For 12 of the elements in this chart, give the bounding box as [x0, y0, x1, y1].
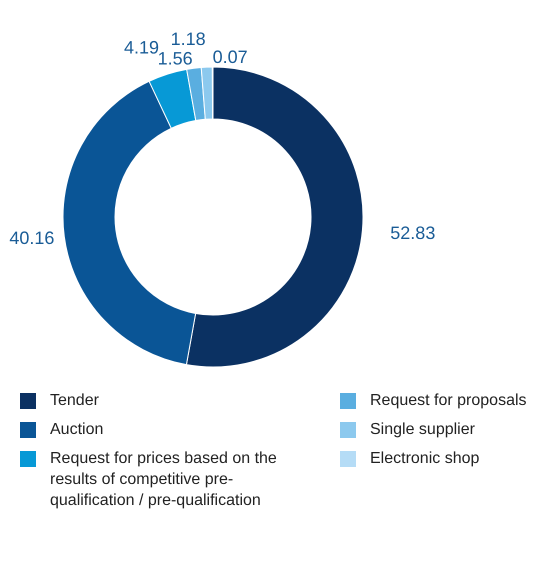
data-label: 52.83: [390, 222, 436, 243]
legend-label: Request for prices based on the results of competitive pre-qualification / pre-qualification: [50, 449, 278, 511]
data-label: 1.18: [170, 29, 206, 50]
legend-label: Single supplier: [370, 420, 475, 440]
data-label: 0.07: [212, 47, 248, 67]
data-label: 40.16: [9, 228, 54, 248]
legend-label: Request for proposals: [370, 391, 527, 411]
legend-label: Tender: [50, 391, 99, 411]
legend-label: Auction: [50, 420, 104, 440]
data-label: 1.56: [158, 48, 193, 68]
data-label: 4.19: [124, 37, 159, 58]
legend-label: Electronic shop: [370, 449, 480, 469]
